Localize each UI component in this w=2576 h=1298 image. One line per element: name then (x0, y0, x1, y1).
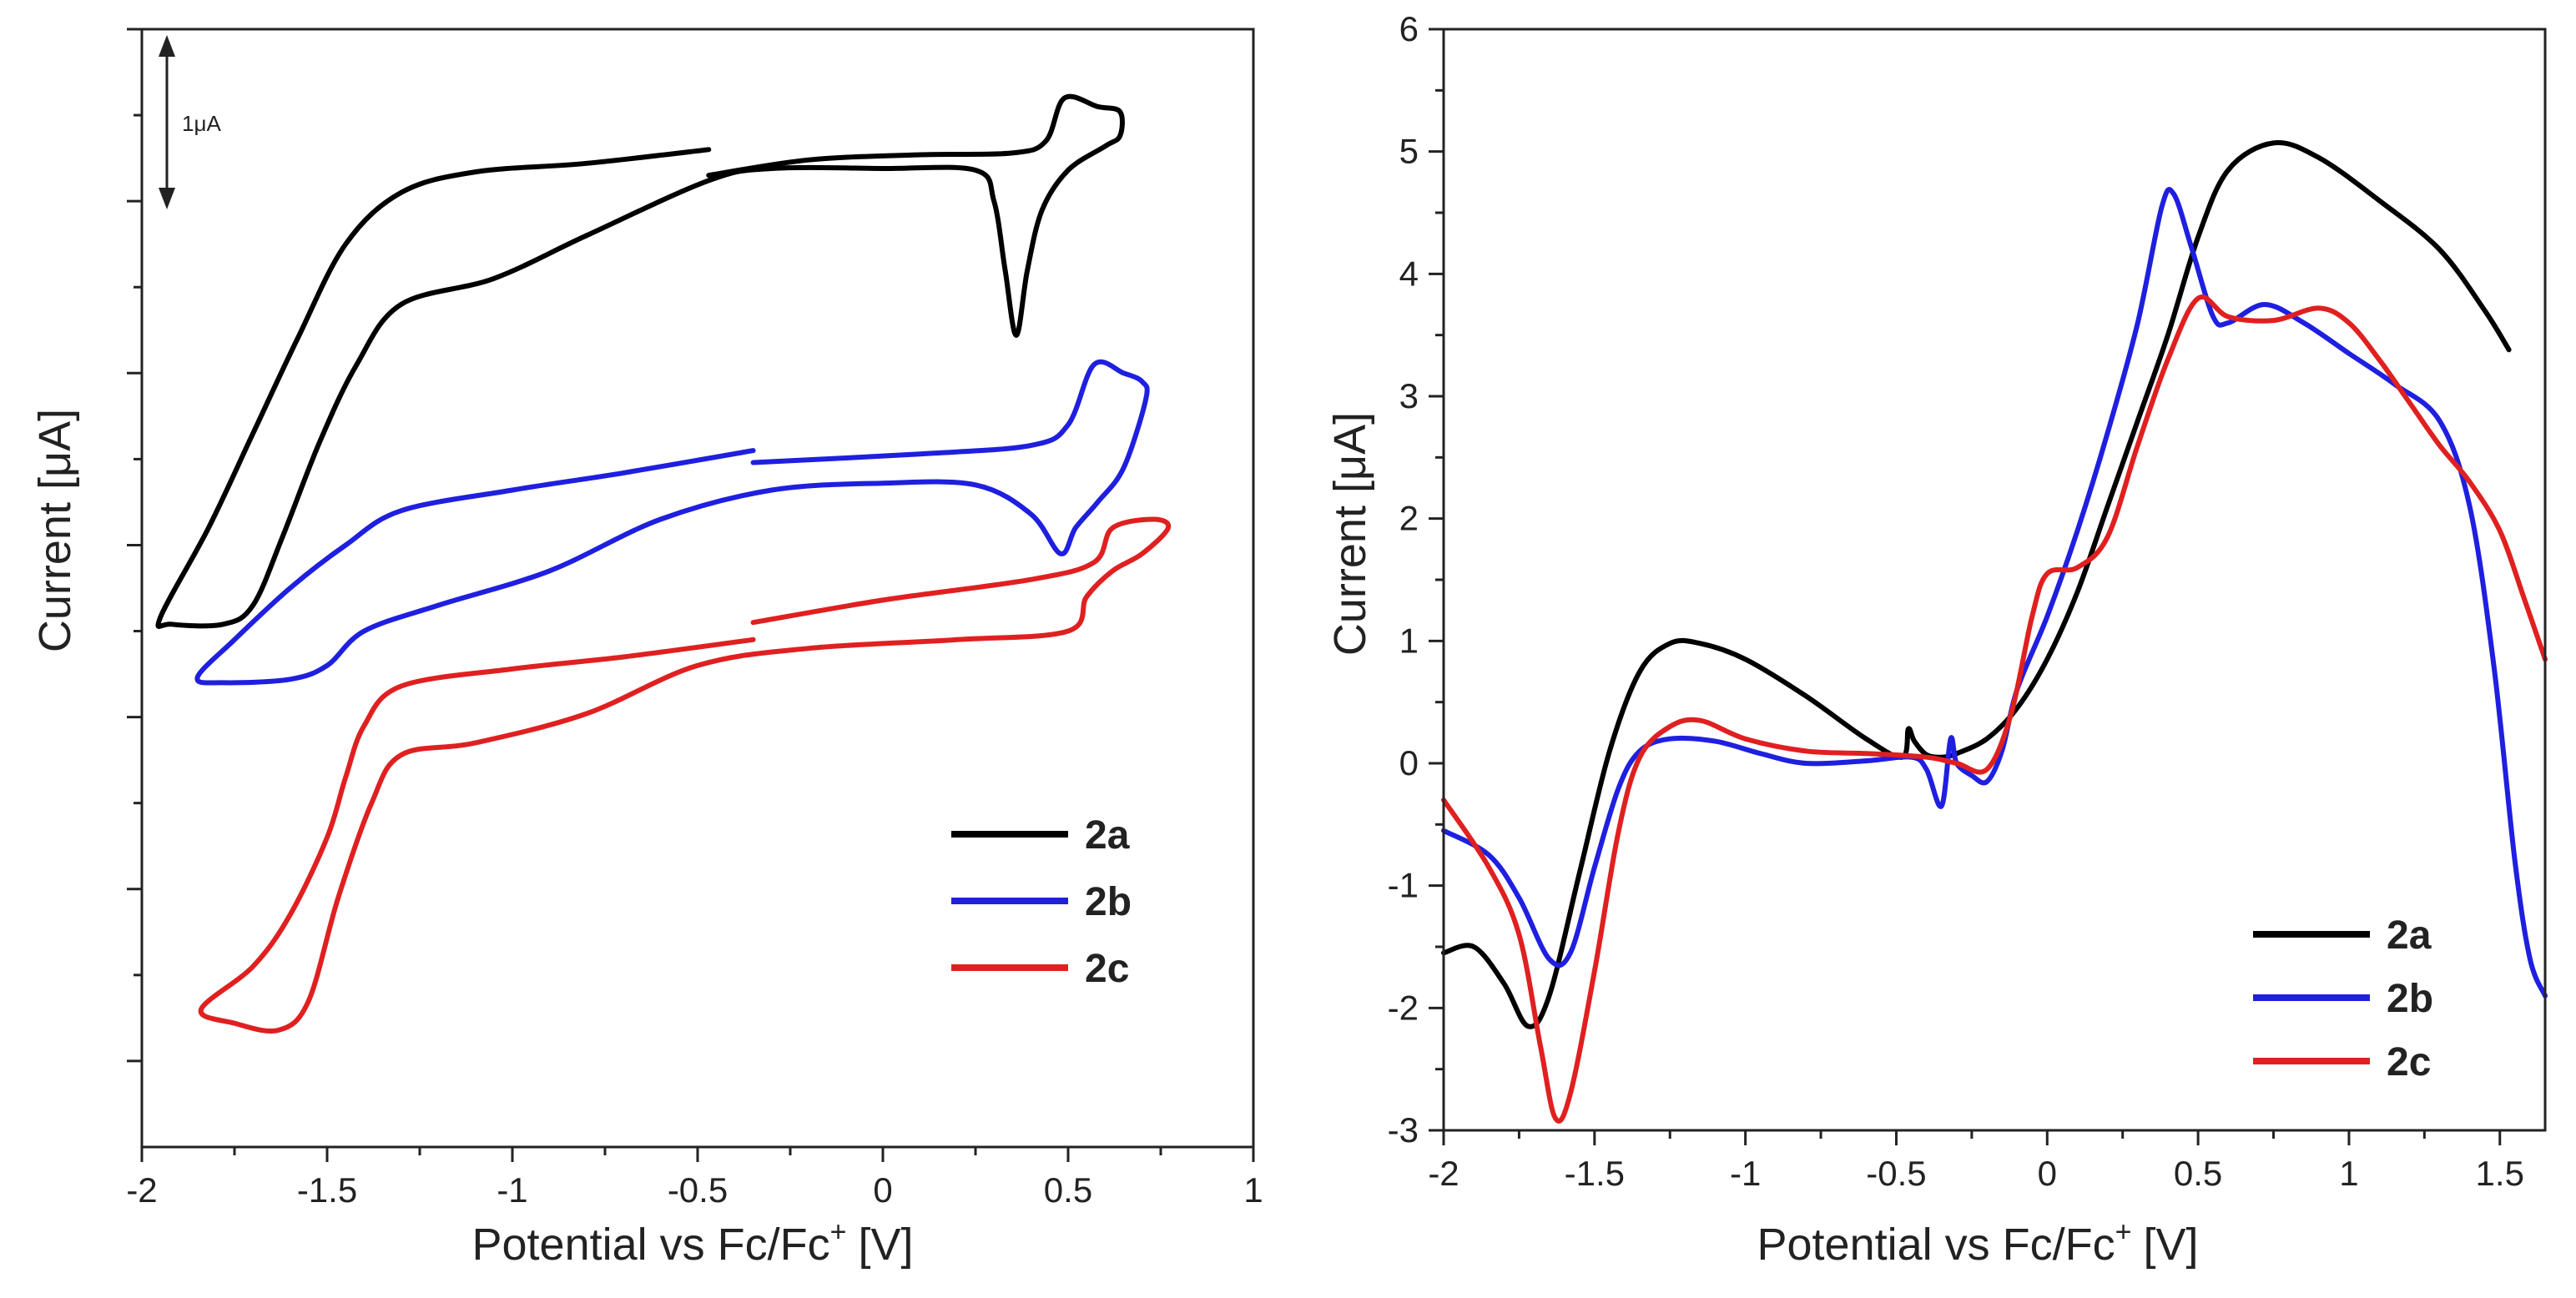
dpv-x-tick-label: 1 (2339, 1154, 2358, 1193)
cv-legend: 2a 2b 2c (951, 813, 1132, 991)
scale-bar-label: 1μA (182, 111, 221, 136)
cv-legend-label-2c: 2c (1085, 947, 1129, 991)
dpv-legend-label-2c: 2c (2387, 1040, 2431, 1084)
dpv-y-tick-label: 4 (1399, 254, 1419, 293)
dpv-series-layer (1441, 140, 2548, 1124)
dpv-x-tick-label: -2 (1428, 1154, 1459, 1193)
cv-series-2a (155, 93, 1125, 629)
cv-legend-label-2b: 2b (1085, 880, 1132, 924)
cv-series-2c (198, 516, 1172, 1034)
dpv-x-tick-label: 0.5 (2174, 1154, 2222, 1193)
dpv-plot-frame (1442, 28, 2547, 1132)
dpv-series-2b (1441, 187, 2548, 999)
cv-x-tick-label: 1 (1243, 1170, 1263, 1210)
dpv-x-tick-label: 1.5 (2476, 1154, 2524, 1193)
dpv-xlabel-main: Potential vs Fc/Fc (1757, 1220, 2115, 1270)
dpv-y-tick-label: 1 (1399, 621, 1419, 660)
dpv-xlabel-sup: + (2115, 1216, 2132, 1248)
cv-legend-label-2a: 2a (1085, 813, 1130, 858)
dpv-x-tick-label: -1 (1730, 1154, 1761, 1193)
cv-x-tick-label: 0.5 (1044, 1170, 1092, 1210)
cv-ylabel: Current [μA] (30, 409, 80, 652)
dpv-x-tick-label: 0 (2038, 1154, 2057, 1193)
dpv-series-2c (1441, 294, 2548, 1124)
cv-x-tick-label: -1.5 (297, 1170, 357, 1210)
dpv-ylabel: Current [μA] (1325, 412, 1375, 656)
dpv-xlabel: Potential vs Fc/Fc+ [V] (1757, 1216, 2198, 1270)
dpv-x-tick-label: -1.5 (1565, 1154, 1625, 1193)
cv-scale-bar: 1μA (159, 35, 221, 209)
dpv-legend: 2a 2b 2c (2253, 913, 2433, 1084)
dpv-x-tick-label: -0.5 (1866, 1154, 1926, 1193)
cv-series-layer (155, 93, 1172, 1034)
cv-ticks: -2 -1.5 -1 -0.5 0 0.5 1 (126, 28, 1263, 1210)
dpv-legend-label-2a: 2a (2387, 913, 2432, 958)
dpv-legend-label-2b: 2b (2387, 977, 2433, 1021)
dpv-y-tick-label: 3 (1399, 376, 1419, 415)
dpv-y-tick-label: 6 (1399, 9, 1419, 48)
scale-bar-arrow-up (159, 35, 175, 57)
cv-panel: -2 -1.5 -1 -0.5 0 0.5 1 1μA Current [μA] Poten… (30, 28, 1263, 1270)
cv-xlabel-sup: + (830, 1216, 847, 1248)
cv-x-tick-label: 0 (873, 1170, 892, 1210)
cv-xlabel: Potential vs Fc/Fc+ [V] (471, 1216, 913, 1270)
cv-xlabel-unit: [V] (858, 1220, 913, 1270)
dpv-series-2a (1441, 140, 2512, 1029)
dpv-y-tick-label: -3 (1388, 1110, 1419, 1150)
cv-series-2b (194, 359, 1150, 686)
dpv-y-tick-label: 5 (1399, 132, 1419, 171)
dpv-xlabel-unit: [V] (2143, 1220, 2198, 1270)
dpv-y-tick-label: 2 (1399, 499, 1419, 538)
scale-bar-arrow-down (159, 188, 175, 209)
dpv-y-tick-label: -1 (1388, 866, 1419, 905)
cv-x-tick-label: -2 (126, 1170, 157, 1210)
cv-x-tick-label: -1 (497, 1170, 527, 1210)
cv-x-tick-label: -0.5 (668, 1170, 728, 1210)
dpv-y-tick-label: -2 (1388, 988, 1419, 1027)
cv-xlabel-main: Potential vs Fc/Fc (471, 1220, 829, 1270)
dpv-y-tick-label: 0 (1399, 743, 1419, 782)
